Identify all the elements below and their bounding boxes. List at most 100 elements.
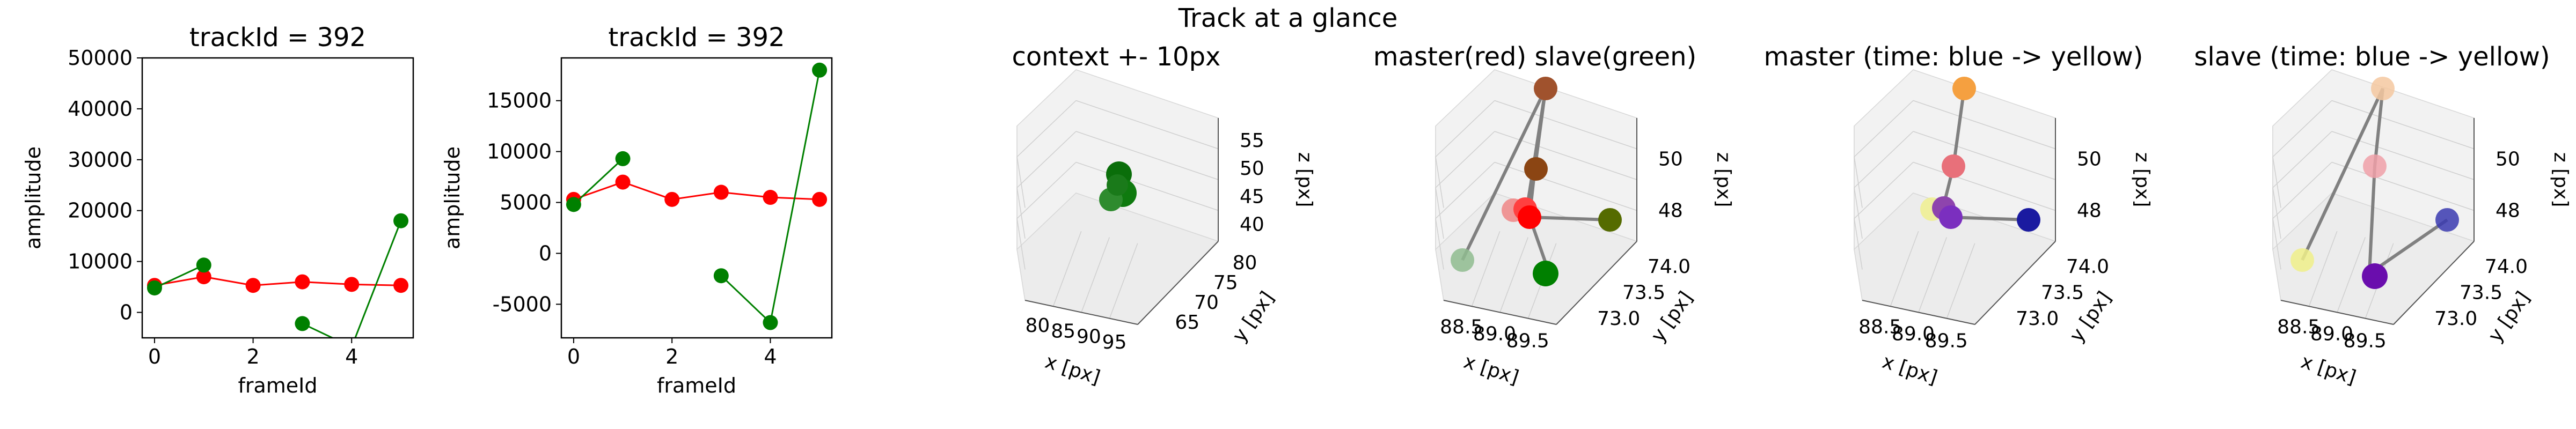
data-point-green	[393, 213, 409, 228]
grid-line	[1075, 100, 1219, 150]
data-point-green	[713, 268, 729, 284]
grid-line	[1435, 131, 1495, 188]
y-tick-label: 73.5	[1622, 282, 1665, 304]
x-tick-label: 89.0	[1892, 323, 1935, 345]
data-point	[1534, 77, 1557, 100]
y-tick-label: 75	[1213, 272, 1238, 294]
x-axis-label: x [px]	[1042, 351, 1103, 389]
x-tick-label: 95	[1102, 331, 1127, 353]
figure-suptitle: Track at a glance	[1178, 3, 1398, 33]
x-axis-label: frameId	[657, 374, 736, 397]
z-tick-label: 48	[2496, 200, 2520, 222]
grid-line	[1075, 161, 1219, 211]
data-point-red	[295, 274, 310, 290]
data-point-red	[763, 190, 778, 205]
y-tick-label: 73.0	[2434, 308, 2477, 330]
y-tick-label: 74.0	[2066, 256, 2109, 278]
data-point-green	[763, 315, 778, 330]
y-tick-label: 73.0	[1597, 308, 1640, 330]
x-tick-label: 2	[665, 345, 678, 368]
z-tick-label: 48	[2077, 200, 2102, 222]
data-point	[2363, 154, 2387, 178]
grid-line	[2272, 187, 2281, 239]
y-axis-label: y [px]	[1228, 287, 1279, 346]
grid-line	[1913, 161, 2056, 211]
data-point-red	[196, 269, 211, 285]
chart-title: trackId = 392	[189, 23, 366, 53]
data-point-red	[812, 191, 828, 207]
grid-line	[1435, 187, 1444, 239]
y-axis-line	[2393, 241, 2475, 325]
x-tick-label: 80	[1026, 315, 1050, 337]
z-tick-label: 50	[2077, 149, 2102, 171]
grid-line	[1499, 237, 1528, 313]
x-tick-label: 89.0	[1473, 323, 1516, 345]
grid-line	[2331, 100, 2475, 150]
grid-line	[1016, 131, 1077, 188]
chart-title: slave (time: blue -> yellow)	[2194, 42, 2550, 72]
y-tick-label: -5000	[493, 292, 552, 316]
y-tick-label: 30000	[68, 148, 133, 172]
grid-line	[1052, 231, 1082, 307]
grid-line	[2272, 100, 2332, 158]
series-line-red	[154, 276, 401, 286]
z-tick-label: 45	[1240, 186, 1264, 208]
grid-line	[1109, 243, 1138, 319]
grid-line	[1494, 131, 1637, 180]
grid-line	[2337, 237, 2366, 313]
y-axis-line	[1556, 241, 1637, 325]
y-tick-label: 70	[1194, 292, 1219, 314]
x-tick-label: 0	[567, 345, 580, 368]
series-line-green	[573, 158, 624, 205]
data-point	[1939, 205, 1963, 229]
grid-line	[1890, 231, 1919, 307]
grid-line	[2331, 161, 2475, 211]
grid-line	[1435, 161, 1495, 219]
z-tick-label: 50	[2496, 149, 2520, 171]
x-axis-line	[1024, 300, 1138, 325]
grid-line	[1075, 131, 1219, 180]
x-tick-label: 4	[764, 345, 777, 368]
data-point-red	[664, 191, 680, 207]
x-axis-label: x [px]	[1461, 351, 1521, 389]
line-chart-1: 0 2 4 0 10000 20000 30000 40000 50000 trackId = 3…	[21, 23, 414, 397]
grid-line	[2308, 231, 2338, 307]
grid-line	[1918, 237, 1947, 313]
y-tick-label: 10000	[68, 250, 133, 273]
series-line-green	[302, 220, 402, 338]
axes-frame	[141, 57, 414, 339]
y-tick-label: 0	[120, 301, 133, 324]
x-tick-label: 89.5	[1506, 330, 1549, 352]
z-tick-label: 40	[1240, 214, 1264, 236]
grid-line	[2272, 218, 2281, 270]
data-point-green	[147, 280, 162, 295]
x-axis-label: frameId	[238, 374, 317, 397]
grid-line	[1946, 243, 1975, 319]
data-point	[1518, 205, 1541, 229]
grid-line	[2272, 131, 2332, 188]
y-tick-label: 40000	[68, 97, 133, 121]
data-point	[1107, 174, 1128, 196]
axes-frame	[560, 57, 833, 339]
data-point	[2435, 208, 2459, 232]
y-tick-label: 0	[539, 241, 552, 265]
grid-line	[1016, 157, 1026, 208]
y-tick-label: 73.5	[2460, 282, 2502, 304]
data-point-green	[615, 151, 631, 166]
x-axis-line	[2280, 300, 2394, 325]
z-tick-label: 48	[1658, 200, 1683, 222]
grid-line	[2272, 157, 2281, 208]
x-tick-label: 0	[148, 345, 161, 368]
z-tick-label: 50	[1658, 149, 1683, 171]
y-tick-label: 80	[1233, 252, 1257, 274]
series-line-red	[573, 181, 820, 201]
x-tick-label: 89.0	[2310, 323, 2353, 345]
series-line-green	[154, 264, 204, 289]
y-tick-label: 74.0	[1648, 256, 1690, 278]
grid-line	[1854, 187, 1863, 239]
data-point	[2371, 77, 2395, 100]
z-axis-label: z [px]	[2131, 152, 2153, 208]
